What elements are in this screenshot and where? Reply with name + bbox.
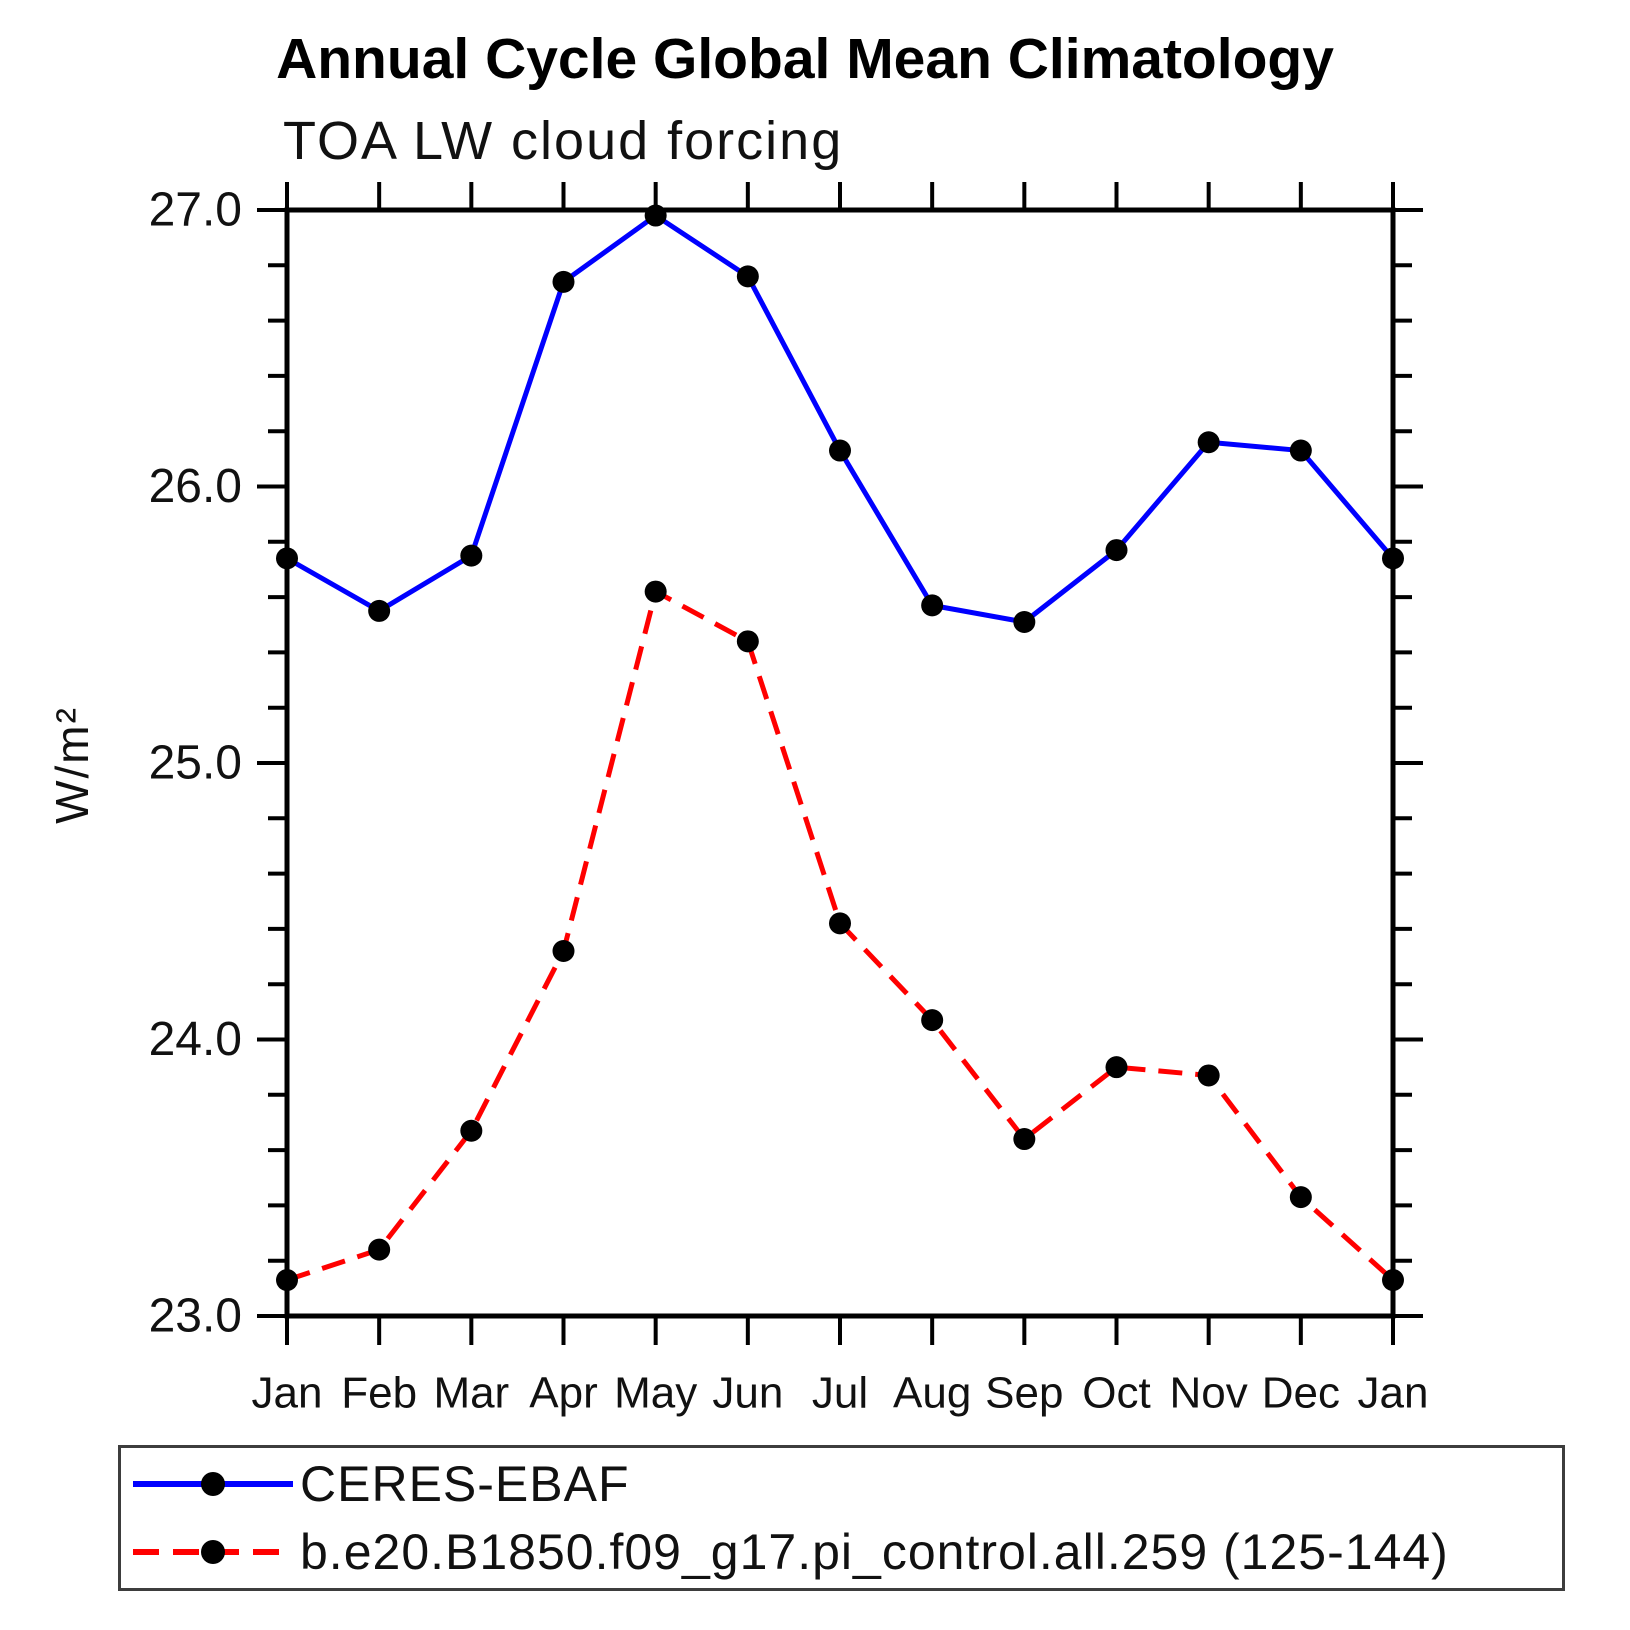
month-label: Jan: [252, 1369, 323, 1418]
legend-line-sample-ceres: [133, 1472, 293, 1496]
data-point-marker: [1197, 431, 1220, 454]
legend-marker-icon: [201, 1540, 225, 1564]
data-point-marker: [644, 580, 667, 603]
month-label: Apr: [529, 1369, 597, 1418]
series-line-1: [286, 589, 1395, 1283]
data-point-marker: [1289, 439, 1312, 462]
data-point-marker: [1105, 1056, 1128, 1079]
month-label: Jan: [1358, 1369, 1429, 1418]
data-point-marker: [736, 265, 759, 288]
data-point-marker: [276, 547, 298, 570]
data-point-marker: [368, 599, 391, 622]
y-tick-label: 24.0: [149, 1013, 242, 1066]
month-label: Oct: [1082, 1369, 1150, 1418]
legend: CERES-EBAF b.e20.B1850.f09_g17.pi_contro…: [118, 1445, 1565, 1591]
legend-label-model: b.e20.B1850.f09_g17.pi_control.all.259 (…: [300, 1524, 1449, 1580]
month-label: May: [614, 1369, 697, 1418]
y-tick-label: 26.0: [149, 460, 242, 513]
data-point-marker: [1013, 610, 1036, 633]
data-point-marker: [368, 1238, 391, 1261]
month-label: Dec: [1262, 1369, 1340, 1418]
series-line-0: [285, 213, 1395, 625]
data-point-marker: [1013, 1128, 1036, 1151]
data-point-marker: [1382, 1269, 1404, 1292]
y-tick-label: 25.0: [149, 737, 242, 790]
data-point-marker: [460, 544, 483, 567]
data-point-marker: [829, 912, 851, 935]
month-label: Aug: [893, 1369, 971, 1418]
month-label: Sep: [985, 1369, 1063, 1418]
data-point-marker: [276, 1269, 298, 1292]
data-point-marker: [460, 1119, 483, 1142]
data-point-marker: [1382, 547, 1404, 570]
legend-marker-icon: [201, 1472, 225, 1496]
data-point-marker: [736, 630, 759, 653]
chart-title: Annual Cycle Global Mean Climatology: [276, 27, 1334, 91]
month-label: Mar: [433, 1369, 509, 1418]
data-point-marker: [1197, 1064, 1220, 1087]
data-point-marker: [829, 439, 851, 462]
month-label: Jul: [812, 1369, 868, 1418]
data-point-marker: [921, 1009, 944, 1032]
legend-item-model: b.e20.B1850.f09_g17.pi_control.all.259 (…: [121, 1521, 1562, 1583]
month-label: Feb: [341, 1369, 417, 1418]
legend-label-ceres: CERES-EBAF: [300, 1456, 630, 1512]
legend-item-ceres: CERES-EBAF: [121, 1453, 1562, 1515]
y-tick-label: 23.0: [149, 1290, 242, 1343]
data-point-marker: [921, 594, 944, 617]
month-label: Nov: [1170, 1369, 1248, 1418]
data-point-marker: [1289, 1186, 1312, 1209]
y-tick-label: 27.0: [149, 184, 242, 237]
legend-line-sample-model: [133, 1540, 293, 1564]
month-label: Jun: [712, 1369, 783, 1418]
data-point-marker: [552, 270, 575, 293]
data-point-marker: [552, 940, 575, 963]
chart-subtitle: TOA LW cloud forcing: [283, 111, 844, 171]
plot-frame: [284, 207, 1396, 1319]
data-point-marker: [1105, 539, 1128, 562]
data-point-marker: [644, 204, 667, 227]
